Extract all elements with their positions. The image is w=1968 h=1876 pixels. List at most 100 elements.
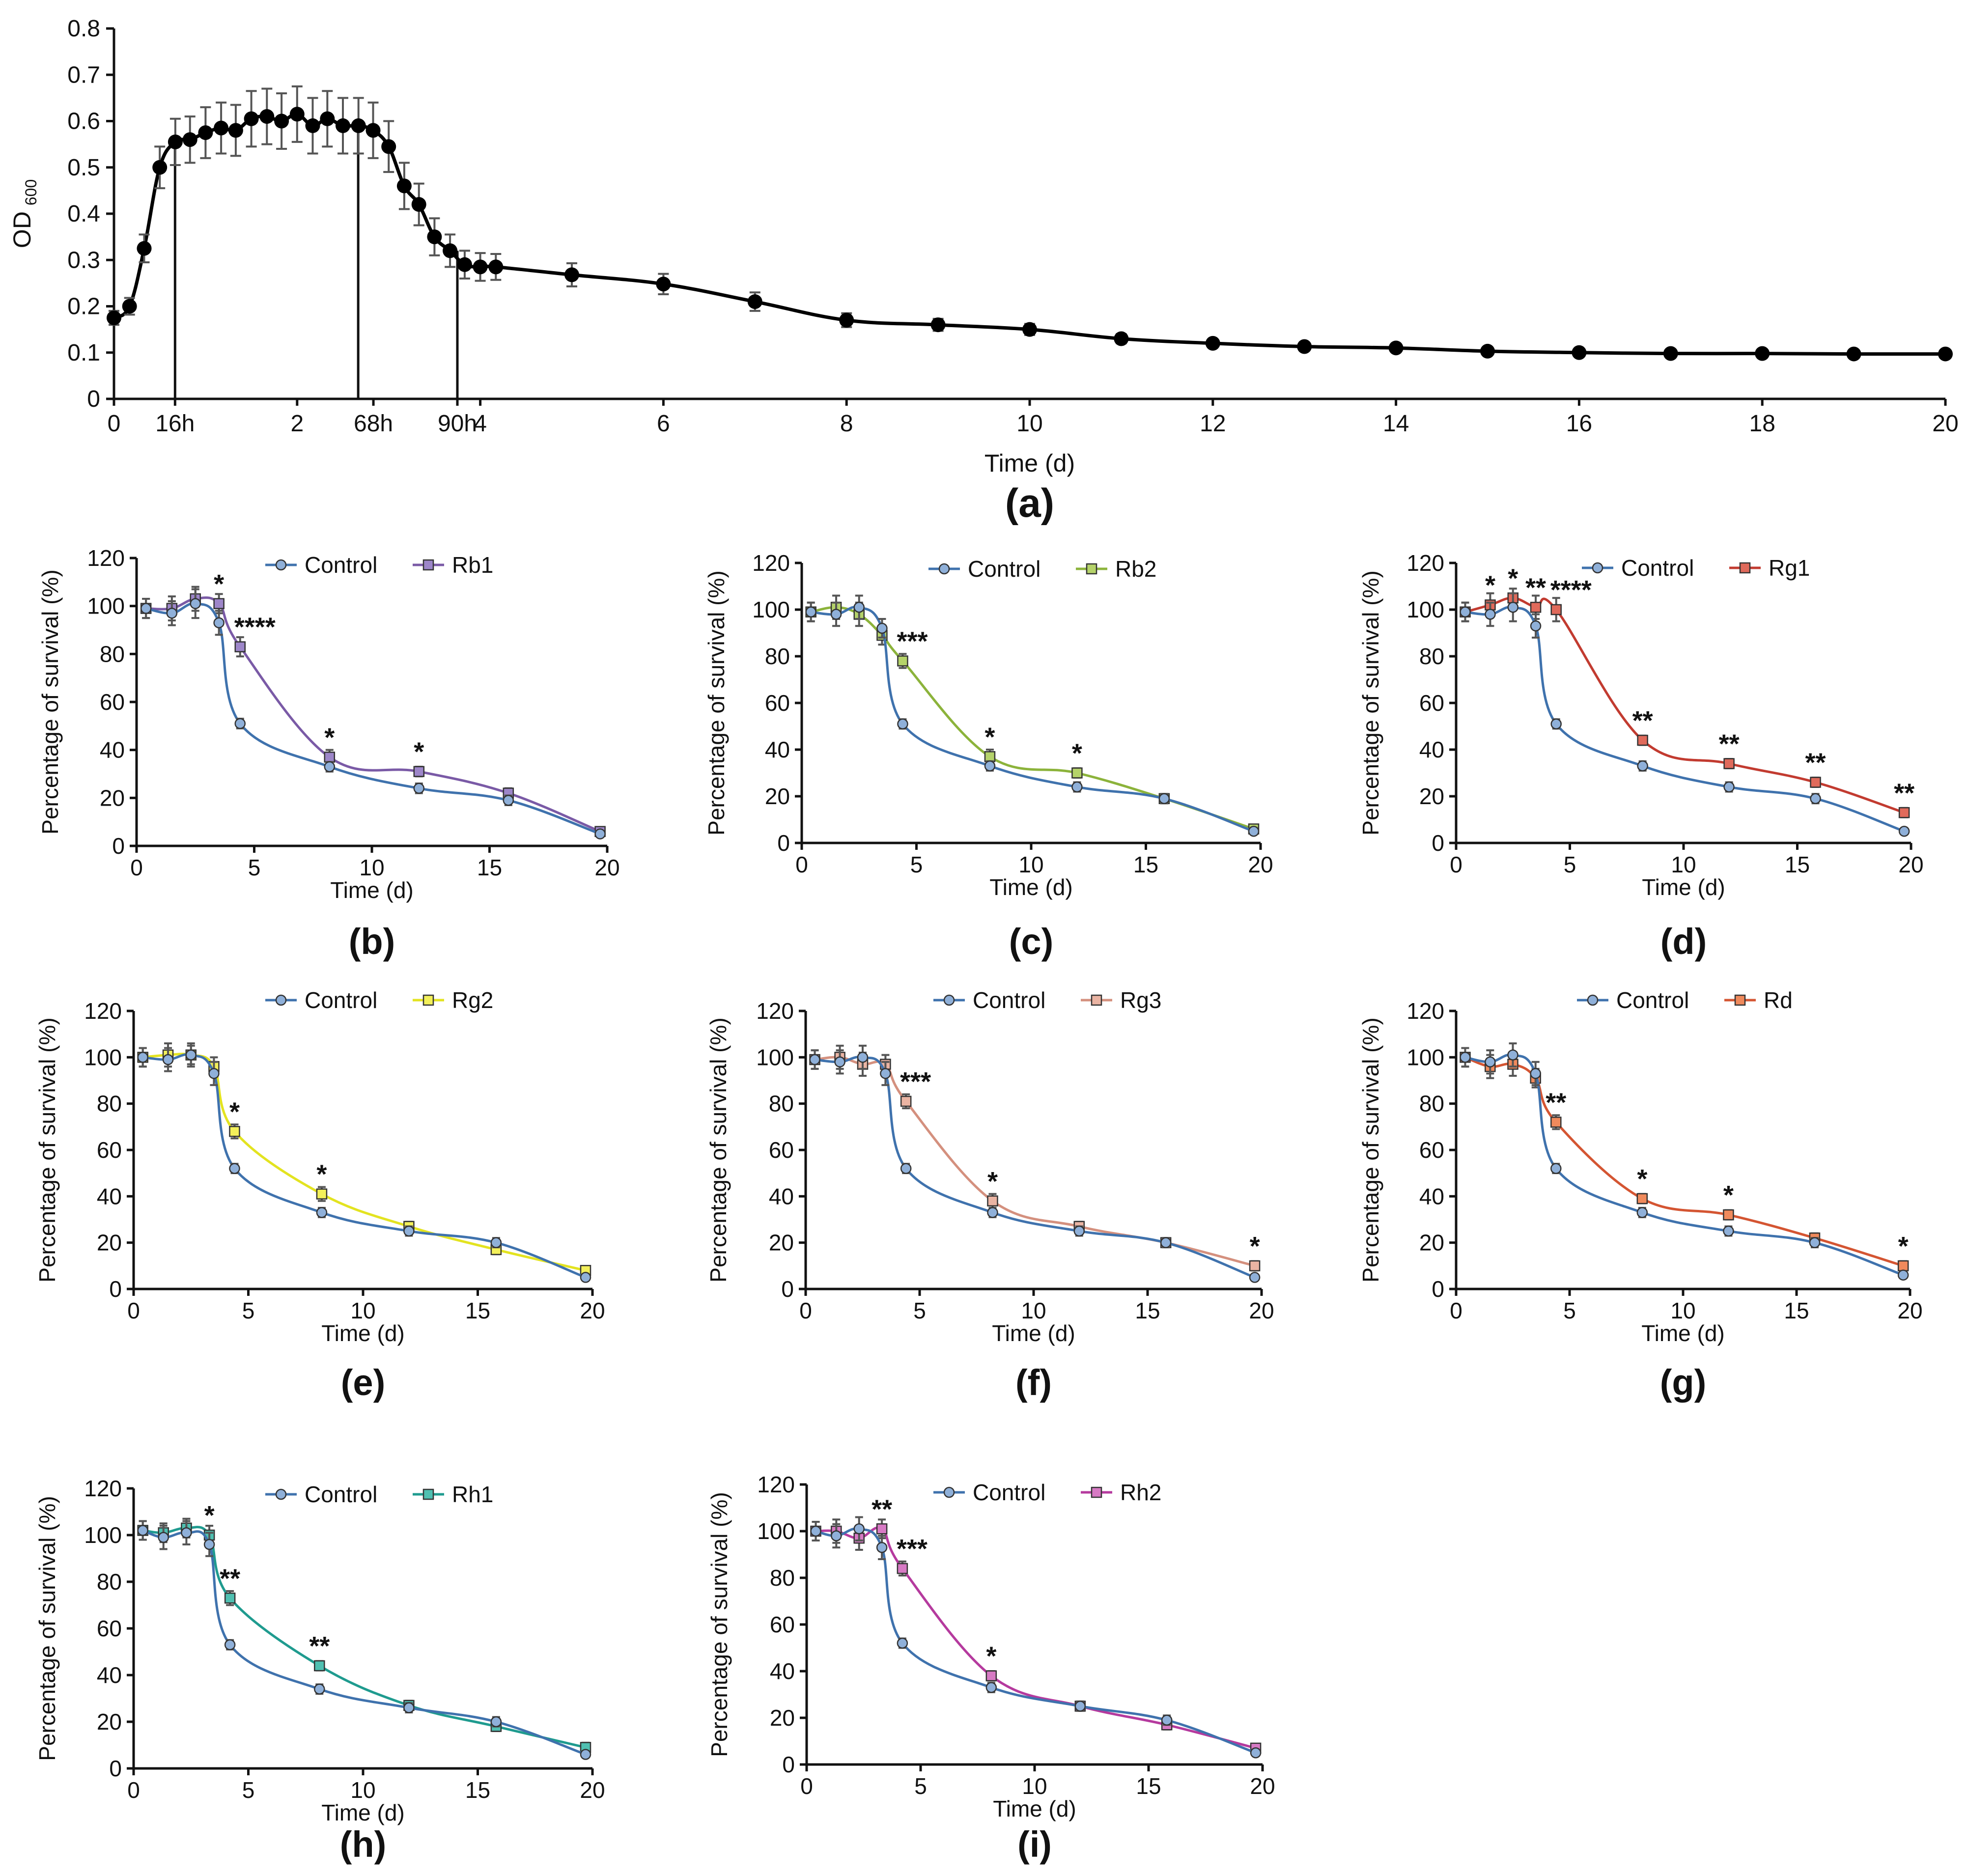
significance-marker: * — [987, 1167, 998, 1196]
data-point — [305, 118, 320, 133]
data-point-rb2 — [984, 751, 996, 762]
significance-marker: * — [324, 723, 335, 752]
data-point-control — [185, 1049, 197, 1061]
x-tick-label-b: 10 — [359, 855, 384, 880]
significance-marker: *** — [900, 1067, 931, 1096]
data-point — [1572, 345, 1587, 360]
data-point-rh1 — [224, 1593, 236, 1604]
significance-marker: * — [1250, 1232, 1260, 1261]
y-tick-label-h: 120 — [84, 1476, 122, 1501]
legend-marker-rg1 — [1739, 562, 1751, 574]
y-tick-label-h: 0 — [109, 1756, 122, 1781]
data-point-control — [1507, 1049, 1518, 1061]
legend-label-control: Control — [973, 987, 1045, 1013]
y-tick-label-b: 60 — [100, 689, 125, 715]
data-point-rd — [1636, 1193, 1648, 1204]
data-point-rb2 — [1071, 767, 1083, 779]
x-tick-label-a: 20 — [1932, 411, 1958, 437]
significance-marker: ** — [1719, 729, 1740, 759]
legend-label-control: Control — [968, 556, 1040, 582]
series-line-control — [1464, 1053, 1904, 1277]
x-tick-label-e: 0 — [127, 1298, 140, 1323]
x-tick-label-f: 15 — [1135, 1298, 1160, 1323]
legend-marker-rh1 — [422, 1488, 434, 1500]
x-axis-label-e: Time (d) — [321, 1320, 405, 1346]
x-tick-label-e: 5 — [242, 1298, 255, 1323]
panel-label-a: (a) — [1005, 481, 1054, 526]
x-tick-label-a: 4 — [474, 411, 487, 437]
data-point-control — [403, 1702, 415, 1713]
y-tick-label-f: 20 — [769, 1230, 794, 1256]
y-axis-label-c: Percentage of survival (%) — [703, 570, 729, 835]
y-axis-label-h: Percentage of survival (%) — [34, 1496, 60, 1761]
legend-marker-control — [275, 994, 287, 1006]
data-point-control — [158, 1532, 169, 1543]
y-tick-label-f: 0 — [781, 1276, 794, 1302]
y-tick-label-i: 40 — [770, 1658, 795, 1684]
data-point-rg1 — [1810, 777, 1821, 788]
data-point-control — [316, 1207, 328, 1218]
x-tick-label-b: 0 — [130, 855, 143, 880]
y-tick-label-i: 20 — [770, 1705, 795, 1731]
y-tick-label-i: 0 — [782, 1752, 795, 1777]
data-point-control — [1249, 1272, 1261, 1283]
significance-marker: * — [229, 1097, 240, 1126]
data-point-control — [834, 1056, 845, 1068]
legend-marker-control — [943, 1486, 955, 1498]
panel-label-b: (b) — [349, 921, 395, 962]
data-point-control — [1460, 606, 1471, 617]
y-tick-label-g: 60 — [1419, 1137, 1444, 1163]
data-point-rg1 — [1637, 734, 1648, 746]
data-point — [168, 134, 183, 149]
y-tick-label-b: 20 — [100, 785, 125, 811]
data-point — [336, 118, 350, 133]
legend-label-control: Control — [1621, 555, 1694, 581]
data-point-control — [1550, 718, 1562, 729]
data-point-control — [900, 1163, 912, 1174]
data-point-rg1 — [1898, 807, 1910, 818]
legend-marker-control — [1587, 994, 1599, 1006]
data-point-control — [190, 598, 201, 610]
x-tick-label-h: 5 — [242, 1777, 255, 1803]
series-line-rd — [1464, 1056, 1904, 1267]
data-point-control — [1530, 620, 1542, 632]
legend-marker-rb2 — [1086, 563, 1097, 575]
data-point-control — [1530, 1068, 1541, 1079]
data-point — [1297, 339, 1312, 354]
axis-a — [112, 28, 1945, 400]
series-line-control — [142, 1053, 586, 1279]
data-point-rd — [1723, 1209, 1734, 1221]
data-point-control — [1250, 1747, 1262, 1759]
significance-marker: * — [414, 737, 424, 767]
data-point — [488, 259, 504, 275]
legend-marker-rb1 — [422, 559, 434, 571]
axis-e — [132, 1011, 592, 1290]
y-tick-label-a: 0 — [87, 386, 100, 412]
x-tick-label-g: 5 — [1563, 1298, 1576, 1323]
y-tick-label-c: 100 — [752, 597, 790, 622]
data-point — [107, 310, 121, 326]
x-tick-label-a: 18 — [1749, 411, 1775, 437]
legend-label-control: Control — [1616, 987, 1689, 1013]
data-point — [930, 317, 946, 333]
x-tick-label-c: 20 — [1248, 852, 1273, 877]
significance-marker: * — [1508, 563, 1518, 593]
x-axis-label-c: Time (d) — [989, 874, 1073, 900]
data-point — [274, 113, 289, 129]
y-tick-label-d: 80 — [1419, 644, 1444, 669]
data-point — [122, 299, 137, 314]
series-line-rh1 — [142, 1526, 586, 1749]
data-point — [1022, 322, 1037, 337]
chart-e: 0 20 40 60 80 100 120 0 5 10 15 20 * * Control Rg2 Perce… — [34, 987, 605, 1403]
legend-marker-control — [943, 994, 955, 1006]
significance-marker: *** — [897, 1534, 928, 1564]
data-point — [152, 160, 168, 175]
data-point-rb2 — [897, 655, 908, 667]
x-tick-label-h: 0 — [127, 1777, 140, 1803]
data-point — [1114, 331, 1129, 346]
x-tick-label-h: 15 — [465, 1777, 490, 1803]
significance-marker: ** — [872, 1494, 892, 1524]
x-tick-label-a: 6 — [657, 411, 670, 437]
